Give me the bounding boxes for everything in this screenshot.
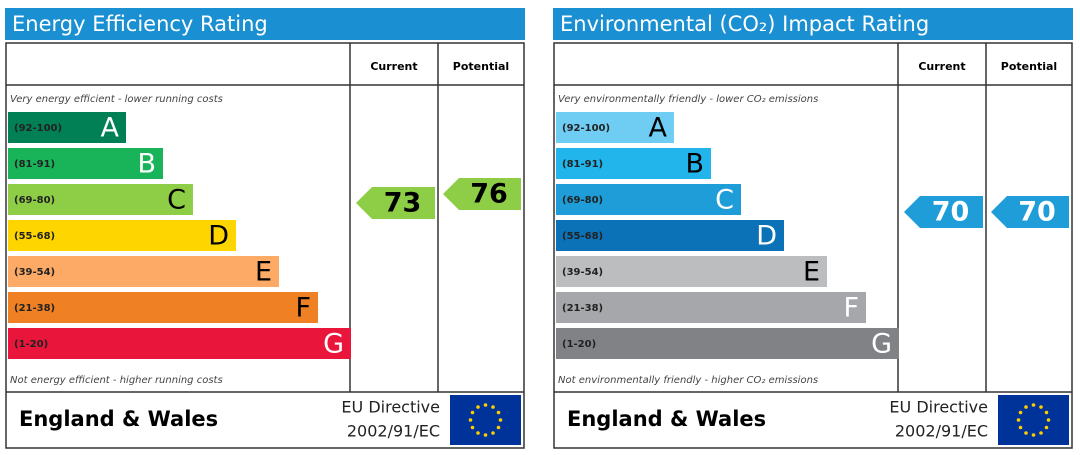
band-bar <box>556 184 741 215</box>
title-bar <box>5 8 525 40</box>
eu-flag <box>998 395 1069 445</box>
band-bar <box>556 292 866 323</box>
eu-star <box>1031 433 1036 437</box>
band-range: (55-68) <box>14 231 55 242</box>
eu-star <box>491 431 495 435</box>
band-range: (92-100) <box>562 123 610 134</box>
band-range: (69-80) <box>562 195 603 206</box>
band-bar <box>8 292 318 323</box>
band-letter: G <box>871 329 892 360</box>
rating-panel: Environmental (CO₂) Impact Rating Current… <box>553 8 1073 449</box>
eu-star <box>483 433 488 437</box>
band-bar <box>8 220 236 251</box>
eu-star <box>476 431 480 435</box>
eu-star <box>1039 431 1043 435</box>
eu-star <box>496 425 501 430</box>
eu-star <box>1018 425 1023 430</box>
eu-star <box>1031 403 1036 407</box>
rating-arrow <box>443 178 521 210</box>
band-range: (1-20) <box>14 339 48 350</box>
band-letter: E <box>803 257 820 288</box>
eu-star <box>491 405 495 409</box>
title-bar <box>553 8 1073 40</box>
header-current: Current <box>918 60 965 73</box>
eu-star <box>468 418 473 422</box>
band-letter: F <box>843 293 859 324</box>
band-bar <box>556 112 674 143</box>
rating-value: 70 <box>1018 197 1056 228</box>
eu-star <box>476 405 480 409</box>
band-letter: D <box>756 221 777 252</box>
band-letter: E <box>255 257 272 288</box>
band-letter: C <box>167 185 186 216</box>
bottom-note: Not energy efficient - higher running co… <box>10 375 223 386</box>
band-range: (81-91) <box>14 159 55 170</box>
rating-panel: Energy Efficiency Rating Current Potential… <box>5 8 525 449</box>
band-letter: F <box>295 293 311 324</box>
band-letter: C <box>715 185 734 216</box>
band-letter: B <box>137 149 156 180</box>
footer-code: 2002/91/EC <box>895 422 988 441</box>
eu-star <box>1024 431 1028 435</box>
band-bar <box>556 256 827 287</box>
band-range: (21-38) <box>14 303 55 314</box>
eu-star <box>483 403 488 407</box>
footer-code: 2002/91/EC <box>347 422 440 441</box>
eu-star <box>1046 418 1051 422</box>
bottom-note: Not environmentally friendly - higher CO… <box>558 375 818 386</box>
band-bar <box>8 112 126 143</box>
band-range: (1-20) <box>562 339 596 350</box>
rating-value: 76 <box>470 179 508 210</box>
band-letter: A <box>649 113 668 144</box>
eu-star <box>1016 418 1021 422</box>
band-range: (55-68) <box>562 231 603 242</box>
top-note: Very environmentally friendly - lower CO… <box>558 94 818 105</box>
band-range: (81-91) <box>562 159 603 170</box>
band-bar <box>8 148 163 179</box>
eu-star <box>498 418 503 422</box>
band-bar <box>556 220 784 251</box>
footer-region: England & Wales <box>567 407 766 431</box>
band-bar <box>8 184 193 215</box>
header-current: Current <box>370 60 417 73</box>
eu-star <box>470 410 475 415</box>
rating-arrow <box>904 196 983 228</box>
band-letter: B <box>685 149 704 180</box>
rating-arrow <box>356 187 435 219</box>
panel-title: Energy Efficiency Rating <box>12 12 268 36</box>
footer-directive: EU Directive <box>889 398 988 417</box>
rating-value: 70 <box>932 197 970 228</box>
eu-star <box>1018 410 1023 415</box>
eu-star <box>1039 405 1043 409</box>
eu-flag <box>450 395 521 445</box>
rating-value: 73 <box>384 188 422 219</box>
band-bar <box>556 148 711 179</box>
footer-directive: EU Directive <box>341 398 440 417</box>
top-note: Very energy efficient - lower running co… <box>10 94 223 105</box>
eu-star <box>496 410 501 415</box>
band-range: (92-100) <box>14 123 62 134</box>
footer-region: England & Wales <box>19 407 218 431</box>
band-letter: D <box>208 221 229 252</box>
band-range: (39-54) <box>562 267 603 278</box>
rating-arrow <box>991 196 1069 228</box>
band-range: (39-54) <box>14 267 55 278</box>
header-potential: Potential <box>453 60 509 73</box>
band-bar <box>556 328 899 359</box>
eu-star <box>1044 410 1049 415</box>
band-bar <box>8 328 351 359</box>
header-potential: Potential <box>1001 60 1057 73</box>
band-letter: G <box>323 329 344 360</box>
band-range: (21-38) <box>562 303 603 314</box>
band-range: (69-80) <box>14 195 55 206</box>
band-letter: A <box>101 113 120 144</box>
eu-star <box>1044 425 1049 430</box>
panel-title: Environmental (CO₂) Impact Rating <box>560 12 929 36</box>
eu-star <box>470 425 475 430</box>
band-bar <box>8 256 279 287</box>
eu-star <box>1024 405 1028 409</box>
